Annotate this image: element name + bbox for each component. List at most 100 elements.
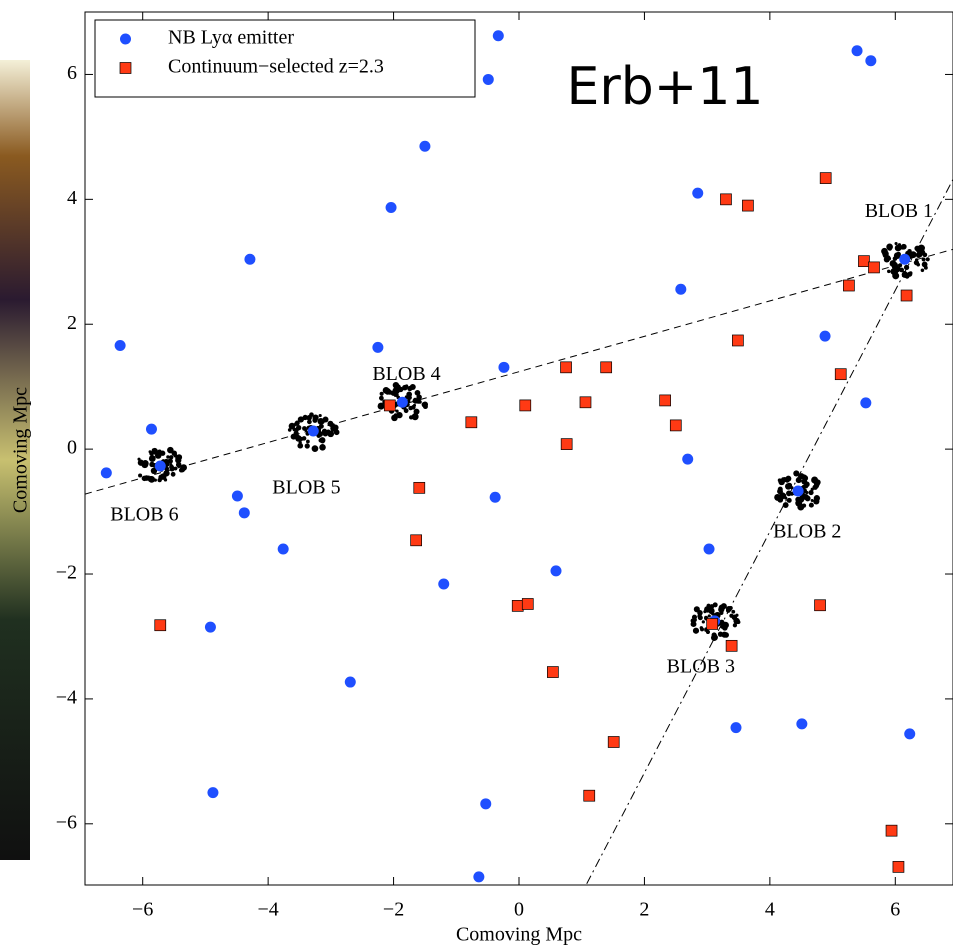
- point: [244, 253, 256, 265]
- y-tick-label: −2: [56, 562, 77, 584]
- point: [858, 255, 870, 268]
- blob-label: BLOB 2: [773, 521, 841, 543]
- point: [706, 618, 719, 630]
- point: [730, 722, 742, 734]
- point: [100, 467, 112, 479]
- point: [519, 399, 532, 412]
- point: [547, 666, 559, 678]
- point: [204, 621, 216, 633]
- x-tick-label: −2: [383, 899, 404, 921]
- point: [154, 619, 167, 632]
- point: [521, 598, 534, 610]
- point: [692, 187, 704, 199]
- blob-label: BLOB 4: [372, 363, 440, 385]
- x-tick-label: −4: [257, 899, 278, 921]
- point: [145, 423, 157, 435]
- point: [834, 368, 847, 381]
- chart-title: Erb+11: [567, 57, 764, 117]
- point: [819, 172, 832, 184]
- blob: [377, 381, 429, 422]
- point: [560, 361, 572, 374]
- x-tick-label: 6: [890, 899, 900, 921]
- point: [851, 45, 863, 57]
- y-tick-label: −4: [56, 687, 77, 709]
- point: [465, 416, 478, 429]
- point: [492, 30, 504, 42]
- point: [114, 339, 126, 351]
- point: [865, 55, 877, 67]
- legend: [94, 19, 476, 98]
- y-tick-label: 6: [67, 62, 77, 84]
- blob: [881, 241, 930, 280]
- point: [154, 460, 166, 472]
- x-axis-label: Comoving Mpc: [456, 924, 582, 946]
- point: [419, 140, 431, 152]
- point: [307, 425, 319, 437]
- point: [682, 453, 694, 465]
- point: [703, 543, 715, 555]
- point: [277, 543, 289, 555]
- point: [396, 396, 408, 408]
- point: [732, 334, 744, 347]
- point: [792, 485, 804, 497]
- x-tick-label: 0: [514, 899, 524, 921]
- plot-area: [84, 11, 953, 886]
- point: [231, 490, 243, 502]
- point: [868, 261, 880, 274]
- point: [600, 361, 613, 374]
- point: [480, 798, 492, 810]
- point: [344, 676, 356, 688]
- point: [473, 871, 485, 883]
- point: [814, 599, 826, 612]
- point: [669, 419, 682, 432]
- point: [511, 600, 524, 612]
- point: [843, 279, 855, 292]
- legend-label: NB Lyα emitter: [168, 27, 294, 49]
- point: [659, 394, 671, 407]
- point: [892, 861, 905, 873]
- point: [413, 481, 426, 494]
- y-tick-label: 4: [67, 187, 77, 209]
- point: [607, 736, 620, 748]
- point: [904, 728, 916, 740]
- point: [819, 330, 831, 342]
- point: [675, 283, 687, 295]
- point: [725, 639, 738, 652]
- point: [482, 73, 494, 85]
- point: [900, 289, 913, 302]
- blob-label: BLOB 1: [865, 200, 933, 222]
- blob-label: BLOB 5: [272, 477, 340, 499]
- legend-marker: [119, 62, 132, 74]
- point: [410, 534, 422, 547]
- blob-label: BLOB 6: [110, 504, 178, 526]
- blob-label: BLOB 3: [667, 655, 735, 677]
- point: [583, 789, 596, 802]
- y-axis-label: Comoving Mpc: [10, 387, 32, 513]
- point: [885, 824, 898, 837]
- point: [498, 361, 510, 373]
- background-image-strip: [0, 60, 30, 860]
- x-tick-label: 4: [765, 899, 775, 921]
- y-tick-label: 0: [67, 437, 77, 459]
- point: [372, 341, 384, 353]
- plot-content: BLOB 1 BLOB 2 BLOB 3 BLOB 4 BLOB 5 BLOB 6: [85, 30, 953, 884]
- legend-marker: [120, 33, 131, 45]
- point: [207, 787, 219, 799]
- point: [383, 399, 396, 412]
- point: [438, 578, 450, 590]
- point: [796, 718, 808, 730]
- point: [385, 201, 397, 213]
- y-tick-label: 2: [67, 312, 77, 334]
- point: [560, 438, 573, 450]
- x-tick-label: −6: [132, 899, 153, 921]
- legend-label: Continuum−selected z=2.3: [168, 56, 384, 78]
- point: [579, 396, 592, 409]
- point: [489, 491, 501, 503]
- x-tick-label: 2: [639, 899, 649, 921]
- point: [238, 507, 250, 519]
- reference-line: [85, 248, 953, 495]
- point: [860, 397, 872, 409]
- point: [899, 253, 911, 265]
